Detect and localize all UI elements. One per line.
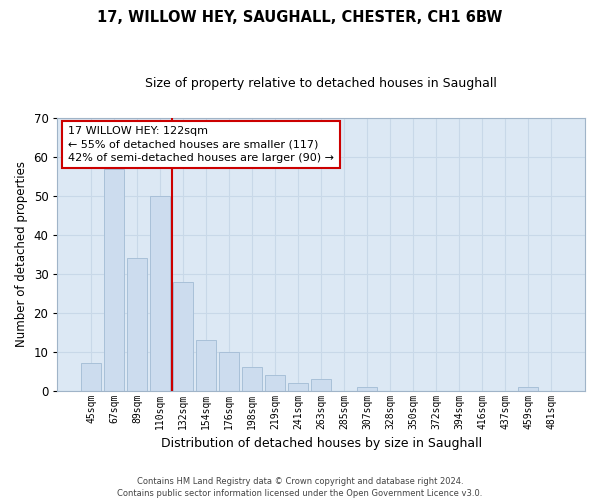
Y-axis label: Number of detached properties: Number of detached properties (15, 162, 28, 348)
Bar (518, 386, 538, 390)
Bar (358, 386, 377, 390)
Text: 17 WILLOW HEY: 122sqm
← 55% of detached houses are smaller (117)
42% of semi-det: 17 WILLOW HEY: 122sqm ← 55% of detached … (68, 126, 334, 162)
Title: Size of property relative to detached houses in Saughall: Size of property relative to detached ho… (145, 78, 497, 90)
Bar (127, 258, 147, 390)
Bar (220, 352, 239, 391)
Bar (289, 383, 308, 390)
Bar (265, 375, 285, 390)
Bar (196, 340, 216, 390)
Bar (151, 196, 170, 390)
X-axis label: Distribution of detached houses by size in Saughall: Distribution of detached houses by size … (161, 437, 482, 450)
Text: 17, WILLOW HEY, SAUGHALL, CHESTER, CH1 6BW: 17, WILLOW HEY, SAUGHALL, CHESTER, CH1 6… (97, 10, 503, 25)
Bar (104, 168, 124, 390)
Bar (311, 379, 331, 390)
Text: Contains HM Land Registry data © Crown copyright and database right 2024.
Contai: Contains HM Land Registry data © Crown c… (118, 476, 482, 498)
Bar (173, 282, 193, 391)
Bar (242, 368, 262, 390)
Bar (82, 364, 101, 390)
